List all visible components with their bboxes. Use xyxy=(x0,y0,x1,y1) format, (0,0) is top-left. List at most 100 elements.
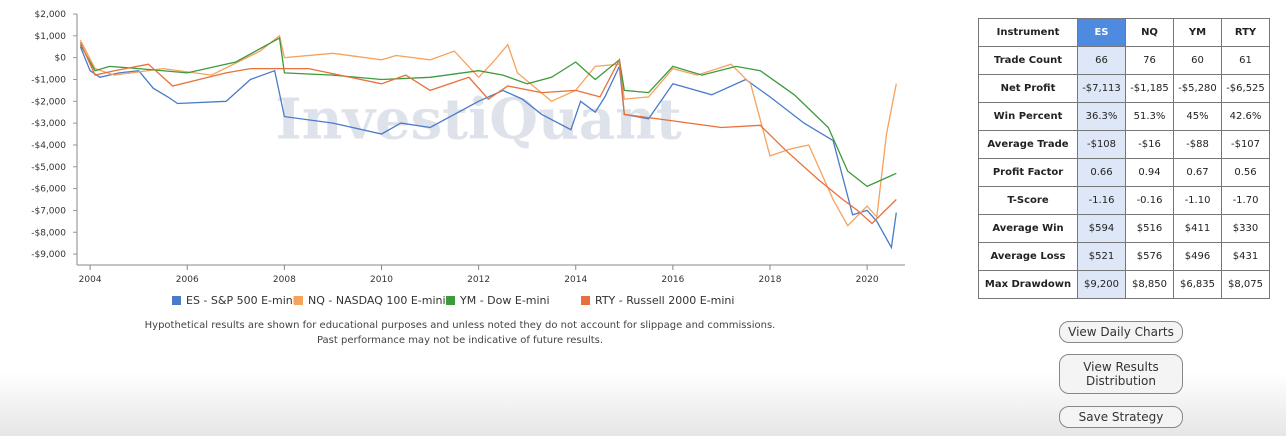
table-cell: $431 xyxy=(1221,242,1270,271)
header-cell: NQ xyxy=(1125,18,1174,47)
table-cell: 76 xyxy=(1125,46,1174,75)
y-tick-label: -$3,000 xyxy=(31,119,66,129)
header-cell: YM xyxy=(1173,18,1222,47)
y-tick-label: -$7,000 xyxy=(31,206,66,216)
header-cell: ES xyxy=(1077,18,1126,47)
y-tick-label: $0 xyxy=(55,54,67,64)
table-cell: -$5,280 xyxy=(1173,74,1222,103)
table-row: Trade Count 66 76 60 61 xyxy=(978,46,1270,75)
table-cell: -$16 xyxy=(1125,130,1174,159)
table-cell: -1.10 xyxy=(1173,186,1222,215)
row-label: Average Trade xyxy=(978,130,1078,159)
table-cell: -$108 xyxy=(1077,130,1126,159)
table-cell: -$6,525 xyxy=(1221,74,1270,103)
table-cell: $330 xyxy=(1221,214,1270,243)
button[interactable]: View Daily Charts xyxy=(1059,321,1183,343)
x-tick-label: 2020 xyxy=(856,275,879,285)
table-cell: $8,850 xyxy=(1125,270,1174,299)
table-cell: -1.16 xyxy=(1077,186,1126,215)
table-cell: 60 xyxy=(1173,46,1222,75)
table-row: Net Profit -$7,113 -$1,185 -$5,280 -$6,525 xyxy=(978,74,1270,103)
table-cell: -1.70 xyxy=(1221,186,1270,215)
y-tick-label: -$9,000 xyxy=(31,250,66,260)
x-tick-label: 2010 xyxy=(370,275,393,285)
table-cell: $411 xyxy=(1173,214,1222,243)
table-cell: 42.6% xyxy=(1221,102,1270,131)
table-cell: 36.3% xyxy=(1077,102,1126,131)
series-line xyxy=(79,42,897,225)
y-tick-label: -$4,000 xyxy=(31,141,66,151)
row-label: Profit Factor xyxy=(978,158,1078,187)
table-cell: -$88 xyxy=(1173,130,1222,159)
x-tick-label: 2014 xyxy=(564,275,587,285)
row-label: T-Score xyxy=(978,186,1078,215)
table-cell: $516 xyxy=(1125,214,1174,243)
legend-swatch xyxy=(172,296,181,305)
legend-swatch xyxy=(446,296,455,305)
legend-swatch xyxy=(581,296,590,305)
disclaimer-line: Hypothetical results are shown for educa… xyxy=(144,320,776,331)
table-cell: 0.56 xyxy=(1221,158,1270,187)
x-tick-label: 2008 xyxy=(273,275,296,285)
header-cell: Instrument xyxy=(978,18,1078,47)
table-cell: $8,075 xyxy=(1221,270,1270,299)
table-row: T-Score -1.16 -0.16 -1.10 -1.70 xyxy=(978,186,1270,215)
y-tick-label: -$5,000 xyxy=(31,163,66,173)
table-cell: -$107 xyxy=(1221,130,1270,159)
x-tick-label: 2006 xyxy=(176,275,199,285)
table-cell: $6,835 xyxy=(1173,270,1222,299)
table-cell: $594 xyxy=(1077,214,1126,243)
row-label: Average Win xyxy=(978,214,1078,243)
x-tick-label: 2016 xyxy=(661,275,684,285)
table-cell: $496 xyxy=(1173,242,1222,271)
table-cell: -$1,185 xyxy=(1125,74,1174,103)
table-row: Average Trade -$108 -$16 -$88 -$107 xyxy=(978,130,1270,159)
y-tick-label: $1,000 xyxy=(35,32,67,42)
table-row: Average Loss $521 $576 $496 $431 xyxy=(978,242,1270,271)
row-label: Trade Count xyxy=(978,46,1078,75)
chart: InvestiQuant $2,000 $1,000 $0 -$1,000 -$2,000… xyxy=(31,10,905,307)
y-tick-label: -$1,000 xyxy=(31,75,66,85)
table-cell: 61 xyxy=(1221,46,1270,75)
table-cell: $576 xyxy=(1125,242,1174,271)
row-label: Win Percent xyxy=(978,102,1078,131)
series-line xyxy=(79,34,897,227)
table-cell: 0.66 xyxy=(1077,158,1126,187)
disclaimer: Hypothetical results are shown for educa… xyxy=(100,318,820,348)
x-tick-label: 2018 xyxy=(759,275,782,285)
legend-label: RTY - Russell 2000 E-mini xyxy=(595,294,734,307)
legend-label: ES - S&P 500 E-mini xyxy=(186,294,296,307)
table-cell: -0.16 xyxy=(1125,186,1174,215)
y-tick-label: $2,000 xyxy=(35,10,67,20)
watermark: InvestiQuant xyxy=(276,86,682,152)
legend-label: NQ - NASDAQ 100 E-mini xyxy=(308,294,446,307)
stats-table: Instrument ES NQ YM RTY Trade Count 66 76 60 61 Ne… xyxy=(978,18,1270,299)
header-cell: RTY xyxy=(1221,18,1270,47)
x-tick-label: 2012 xyxy=(467,275,490,285)
row-label: Net Profit xyxy=(978,74,1078,103)
button[interactable]: View Results Distribution xyxy=(1059,354,1183,394)
table-cell: 51.3% xyxy=(1125,102,1174,131)
row-label: Max Drawdown xyxy=(978,270,1078,299)
disclaimer-line: Past performance may not be indicative o… xyxy=(316,335,604,346)
table-cell: 0.94 xyxy=(1125,158,1174,187)
table-cell: $521 xyxy=(1077,242,1126,271)
table-cell: -$7,113 xyxy=(1077,74,1126,103)
table-row: Profit Factor 0.66 0.94 0.67 0.56 xyxy=(978,158,1270,187)
table-cell: 0.67 xyxy=(1173,158,1222,187)
table-row: Max Drawdown $9,200 $8,850 $6,835 $8,075 xyxy=(978,270,1270,299)
row-label: Average Loss xyxy=(978,242,1078,271)
table-cell: 45% xyxy=(1173,102,1222,131)
table-row: Average Win $594 $516 $411 $330 xyxy=(978,214,1270,243)
y-tick-label: -$2,000 xyxy=(31,97,66,107)
table-cell: $9,200 xyxy=(1077,270,1126,299)
table-row: Win Percent 36.3% 51.3% 45% 42.6% xyxy=(978,102,1270,131)
legend-label: YM - Dow E-mini xyxy=(459,294,550,307)
x-tick-label: 2004 xyxy=(79,275,102,285)
table-cell: 66 xyxy=(1077,46,1126,75)
button[interactable]: Save Strategy xyxy=(1059,406,1183,428)
y-tick-label: -$8,000 xyxy=(31,228,66,238)
y-tick-label: -$6,000 xyxy=(31,185,66,195)
series-line xyxy=(79,46,897,250)
